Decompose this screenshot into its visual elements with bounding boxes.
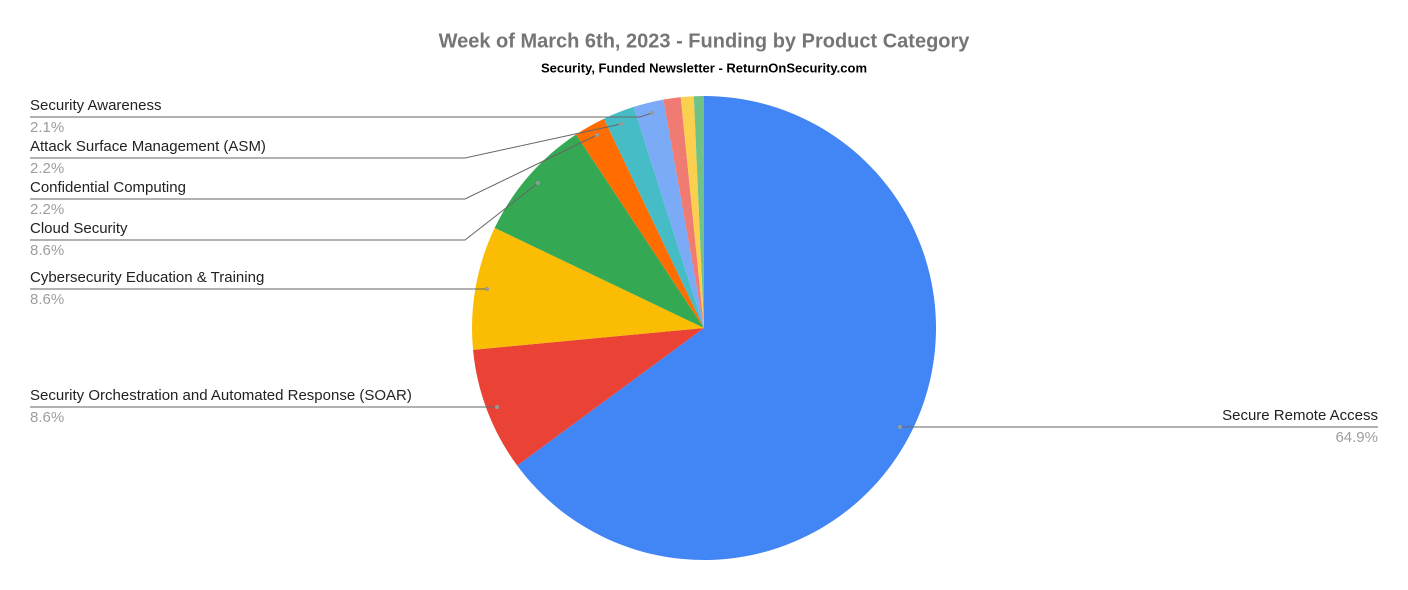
pie-slice [663, 97, 704, 329]
slice-label: Security Awareness [30, 97, 161, 114]
pie-slice [517, 96, 936, 560]
chart-subtitle: Security, Funded Newsletter - ReturnOnSe… [541, 60, 867, 75]
slice-label: Cloud Security [30, 220, 128, 237]
slice-value-label: 8.6% [30, 409, 64, 426]
slice-label: Secure Remote Access [1222, 407, 1378, 424]
leader-line [30, 112, 653, 118]
chart-title: Week of March 6th, 2023 - Funding by Pro… [439, 30, 971, 52]
slice-value-label: 8.6% [30, 291, 64, 308]
leader-line [30, 123, 622, 159]
leader-dot [898, 425, 902, 429]
slice-value-label: 2.2% [30, 160, 64, 177]
leader-line [30, 182, 539, 241]
pie-slice [576, 118, 704, 328]
pie-slice [472, 227, 704, 350]
slice-label: Security Orchestration and Automated Res… [30, 387, 412, 404]
slice-label: Attack Surface Management (ASM) [30, 138, 266, 155]
leader-dot [619, 122, 623, 126]
pie-slice [680, 96, 704, 328]
leader-dot [595, 133, 599, 137]
pie-slice [693, 96, 704, 328]
leader-line [30, 134, 598, 200]
pie-slice [494, 134, 704, 328]
slice-label: Cybersecurity Education & Training [30, 269, 264, 286]
slice-value-label: 2.2% [30, 201, 64, 218]
slice-value-label: 64.9% [1335, 429, 1378, 446]
leader-dot [495, 405, 499, 409]
slice-value-label: 8.6% [30, 242, 64, 259]
slice-value-label: 2.1% [30, 119, 64, 136]
leader-dot [650, 111, 654, 115]
pie-slice [473, 328, 704, 466]
pie-slice [603, 106, 704, 329]
leader-dot [485, 287, 489, 291]
leader-dot [536, 181, 540, 185]
slice-label: Confidential Computing [30, 179, 186, 196]
pie-slice [633, 99, 704, 328]
